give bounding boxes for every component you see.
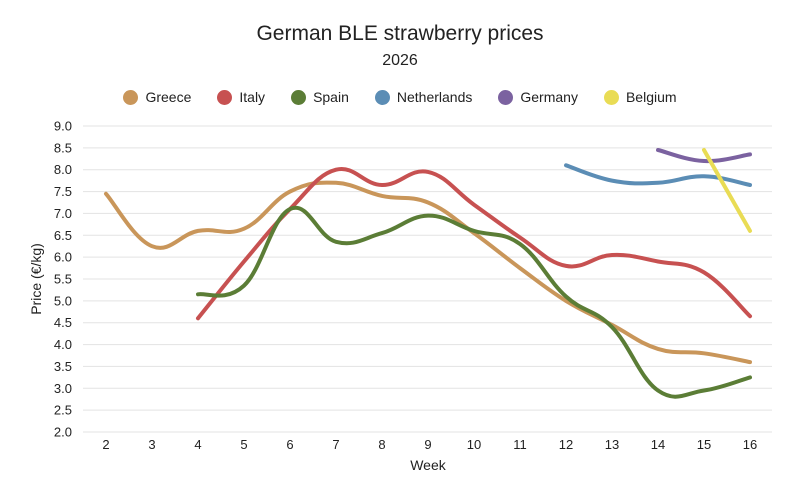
legend-swatch-greece: [123, 89, 139, 105]
x-tick-label: 3: [148, 437, 155, 452]
y-tick-label: 7.5: [54, 184, 72, 199]
y-tick-label: 4.0: [54, 337, 72, 352]
y-tick-label: 5.0: [54, 293, 72, 308]
series-line-spain[interactable]: [196, 205, 752, 399]
x-tick-label: 10: [467, 437, 481, 452]
legend-item-greece[interactable]: Greece: [123, 89, 191, 105]
x-tick-label: 7: [332, 437, 339, 452]
legend-item-netherlands[interactable]: Netherlands: [374, 89, 473, 105]
x-axis-ticks: 2 3 4 5 6 7 8 9 10 11 12 13 14 15 16: [102, 437, 757, 452]
x-tick-label: 16: [743, 437, 757, 452]
x-tick-label: 6: [286, 437, 293, 452]
x-tick-label: 4: [194, 437, 201, 452]
y-tick-label: 6.0: [54, 250, 72, 265]
y-tick-label: 6.5: [54, 228, 72, 243]
legend-swatch-italy: [217, 89, 233, 105]
x-tick-label: 9: [424, 437, 431, 452]
legend-label-italy: Italy: [239, 89, 266, 105]
legend-swatch-netherlands: [374, 89, 390, 105]
y-tick-label: 8.5: [54, 140, 72, 155]
y-axis-ticks: 2.0 2.5 3.0 3.5 4.0 4.5 5.0 5.5 6.0 6.5 7.0 7.5 8.0 8…: [54, 119, 72, 440]
legend-item-belgium[interactable]: Belgium: [603, 89, 677, 105]
x-tick-label: 8: [378, 437, 385, 452]
x-axis-title: Week: [410, 457, 447, 473]
legend-item-germany[interactable]: Germany: [498, 89, 578, 105]
legend-swatch-belgium: [603, 89, 619, 105]
y-tick-label: 2.5: [54, 403, 72, 418]
series-lines: [104, 148, 752, 399]
y-tick-label: 3.5: [54, 359, 72, 374]
x-tick-label: 15: [697, 437, 711, 452]
y-tick-label: 3.0: [54, 381, 72, 396]
y-tick-label: 4.5: [54, 315, 72, 330]
x-tick-label: 11: [513, 437, 527, 452]
x-tick-label: 14: [651, 437, 665, 452]
series-line-greece[interactable]: [104, 180, 752, 365]
chart-title: German BLE strawberry prices: [256, 22, 544, 45]
y-tick-label: 5.5: [54, 272, 72, 287]
legend-item-spain[interactable]: Spain: [291, 89, 349, 105]
x-tick-label: 2: [102, 437, 109, 452]
y-tick-label: 8.0: [54, 162, 72, 177]
y-axis-title: Price (€/kg): [28, 243, 44, 315]
legend-swatch-spain: [291, 89, 307, 105]
legend: Greece Italy Spain Netherlands Germany B…: [0, 89, 800, 105]
legend-label-germany: Germany: [520, 89, 578, 105]
y-tick-label: 9.0: [54, 119, 72, 134]
legend-item-italy[interactable]: Italy: [217, 89, 265, 105]
legend-label-spain: Spain: [313, 89, 349, 105]
x-tick-label: 13: [605, 437, 619, 452]
x-tick-label: 12: [559, 437, 573, 452]
x-tick-label: 5: [240, 437, 247, 452]
legend-label-netherlands: Netherlands: [396, 89, 473, 105]
chart-subtitle: 2026: [382, 52, 418, 69]
series-line-belgium[interactable]: [702, 148, 752, 233]
legend-label-belgium: Belgium: [625, 89, 677, 105]
y-tick-label: 2.0: [54, 425, 72, 440]
y-tick-label: 7.0: [54, 206, 72, 221]
legend-swatch-germany: [498, 89, 514, 105]
legend-label-greece: Greece: [145, 89, 192, 105]
series-line-germany[interactable]: [656, 148, 752, 164]
